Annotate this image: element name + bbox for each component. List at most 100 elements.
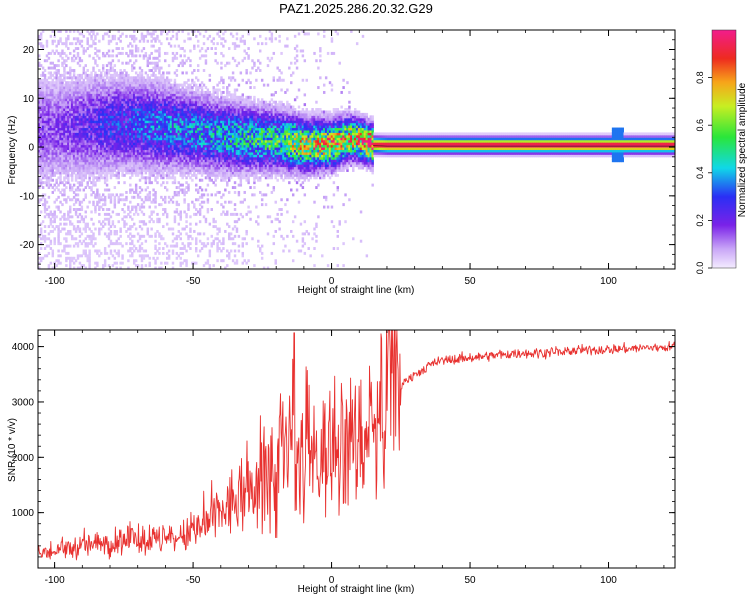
heatmap-cell xyxy=(61,83,64,87)
heatmap-cell xyxy=(160,122,163,126)
heatmap-cell xyxy=(111,159,115,163)
heatmap-cell xyxy=(98,49,101,53)
heatmap-cell xyxy=(92,39,95,43)
heatmap-cell xyxy=(150,112,153,116)
heatmap-cell xyxy=(177,149,181,153)
heatmap-cell xyxy=(38,166,41,170)
heatmap-cell xyxy=(61,56,64,60)
heatmap-cell xyxy=(189,137,192,141)
heatmap-cell xyxy=(111,100,115,104)
heatmap-cell xyxy=(55,120,58,124)
heatmap-cell xyxy=(38,61,41,65)
heatmap-cell xyxy=(59,144,62,148)
heatmap-cell xyxy=(140,37,144,41)
heatmap-cell xyxy=(94,176,97,180)
heatmap-cell xyxy=(59,229,62,233)
heatmap-cell xyxy=(74,83,78,87)
heatmap-cell xyxy=(181,176,184,180)
heatmap-cell xyxy=(92,105,95,109)
heatmap-cell xyxy=(164,198,167,202)
heatmap-cell xyxy=(121,173,124,177)
heatmap-cell xyxy=(88,32,91,36)
heatmap-cell xyxy=(115,229,118,233)
heatmap-cell xyxy=(59,117,62,121)
heatmap-cell xyxy=(61,61,64,65)
heatmap-cell xyxy=(195,239,198,243)
heatmap-cell xyxy=(57,108,60,111)
heatmap-cell xyxy=(107,122,111,126)
heatmap-cell xyxy=(100,195,103,199)
heatmap-cell xyxy=(69,110,72,114)
heatmap-cell xyxy=(41,122,45,126)
heatmap-cell xyxy=(202,149,206,153)
heatmap-cell xyxy=(69,139,72,143)
heatmap-cell xyxy=(198,164,202,168)
heatmap-cell xyxy=(204,112,208,116)
heatmap-cell xyxy=(70,78,74,82)
heatmap-cell xyxy=(140,220,144,224)
heatmap-cell xyxy=(138,186,142,190)
heatmap-cell xyxy=(165,129,169,133)
heatmap-cell xyxy=(115,88,118,92)
heatmap-cell xyxy=(133,159,136,163)
heatmap-cell xyxy=(78,122,82,126)
heatmap-cell xyxy=(160,105,163,109)
heatmap-cell xyxy=(43,73,47,77)
heatmap-cell xyxy=(53,200,56,204)
heatmap-cell xyxy=(90,193,93,197)
heatmap-cell xyxy=(140,49,144,53)
heatmap-cell xyxy=(117,93,120,97)
heatmap-cell xyxy=(136,49,140,53)
heatmap-cell xyxy=(76,256,80,260)
heatmap-cell xyxy=(47,81,51,85)
heatmap-cell xyxy=(198,137,202,141)
heatmap-cell xyxy=(82,86,86,90)
heatmap-cell xyxy=(86,93,89,97)
heatmap-cell xyxy=(181,129,184,133)
heatmap-cell xyxy=(70,178,74,182)
heatmap-cell xyxy=(134,205,138,209)
heatmap-cell xyxy=(76,215,80,219)
heatmap-cell xyxy=(136,156,140,160)
heatmap-cell xyxy=(158,76,161,80)
heatmap-cell xyxy=(39,125,43,129)
heatmap-cell xyxy=(148,105,151,109)
heatmap-cell xyxy=(202,139,206,143)
heatmap-cell xyxy=(117,144,120,148)
heatmap-cell xyxy=(208,120,212,124)
heatmap-cell xyxy=(76,220,80,224)
heatmap-cell xyxy=(51,129,55,133)
heatmap-cell xyxy=(125,100,128,104)
heatmap-cell xyxy=(88,237,91,241)
heatmap-cell xyxy=(142,176,146,180)
heatmap-cell xyxy=(41,127,45,131)
heatmap-cell xyxy=(53,90,56,94)
heatmap-cell xyxy=(144,83,148,87)
heatmap-cell xyxy=(80,159,84,163)
heatmap-cell xyxy=(63,88,66,92)
heatmap-cell xyxy=(113,125,117,129)
heatmap-cell xyxy=(84,166,87,170)
heatmap-cell xyxy=(160,161,163,165)
heatmap-cell xyxy=(70,76,74,80)
heatmap-cell xyxy=(133,83,136,87)
heatmap-cell xyxy=(175,103,179,107)
heatmap-cell xyxy=(158,234,161,238)
heatmap-cell xyxy=(45,161,49,165)
heatmap-cell xyxy=(123,149,126,153)
heatmap-cell xyxy=(133,127,136,131)
heatmap-cell xyxy=(198,154,202,158)
heatmap-cell xyxy=(100,151,103,155)
heatmap-cell xyxy=(92,93,95,97)
heatmap-cell xyxy=(57,115,60,119)
heatmap-cell xyxy=(45,169,49,172)
heatmap-cell xyxy=(138,98,142,102)
heatmap-cell xyxy=(173,159,177,163)
heatmap-cell xyxy=(198,112,202,116)
heatmap-cell xyxy=(148,234,151,238)
heatmap-cell xyxy=(100,127,103,131)
heatmap-cell xyxy=(154,117,157,121)
heatmap-cell xyxy=(138,244,142,248)
heatmap-cell xyxy=(59,112,62,116)
heatmap-cell xyxy=(80,154,84,158)
